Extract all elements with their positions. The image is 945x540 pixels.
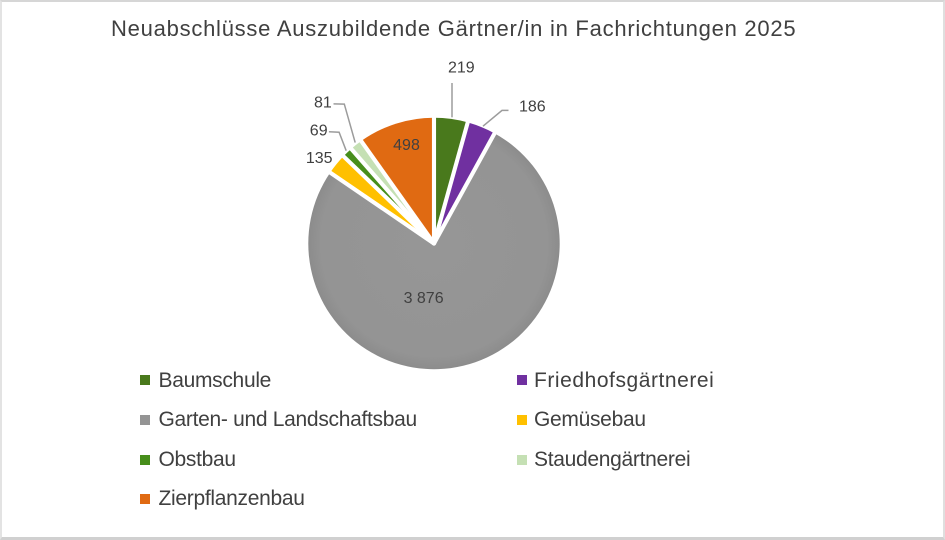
svg-text:186: 186 [519, 99, 546, 116]
svg-text:81: 81 [314, 95, 332, 112]
svg-text:69: 69 [310, 122, 328, 139]
svg-text:219: 219 [448, 60, 475, 77]
svg-text:3 876: 3 876 [404, 290, 444, 307]
svg-text:498: 498 [393, 137, 420, 154]
svg-text:135: 135 [306, 150, 333, 167]
